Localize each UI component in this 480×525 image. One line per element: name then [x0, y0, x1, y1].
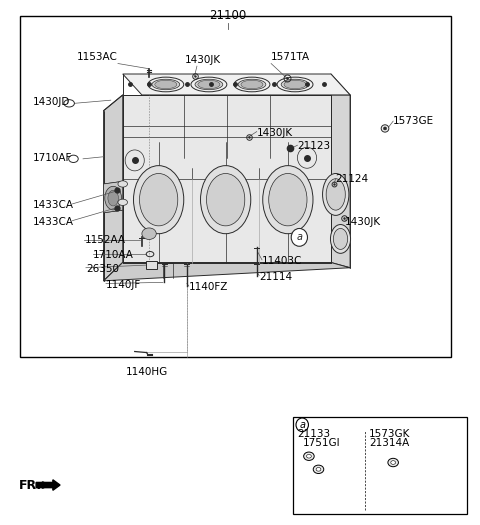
Ellipse shape [118, 181, 128, 187]
Text: 1430JD: 1430JD [33, 97, 71, 107]
Text: 21123: 21123 [298, 141, 331, 151]
Polygon shape [331, 95, 350, 268]
Ellipse shape [304, 452, 314, 460]
Text: 1433CA: 1433CA [33, 201, 74, 211]
Polygon shape [104, 181, 123, 213]
Ellipse shape [238, 79, 266, 90]
Text: 21314A: 21314A [369, 438, 409, 448]
Text: 21100: 21100 [209, 8, 247, 22]
Text: 21114: 21114 [259, 271, 292, 281]
Text: 21133: 21133 [298, 429, 331, 439]
Bar [293, 417, 468, 514]
Ellipse shape [133, 165, 184, 234]
Text: 1152AA: 1152AA [84, 235, 125, 245]
Circle shape [291, 228, 308, 246]
Ellipse shape [323, 173, 349, 215]
Bar [20, 16, 451, 357]
Text: 1140FZ: 1140FZ [189, 282, 228, 292]
Ellipse shape [201, 165, 251, 234]
Ellipse shape [269, 173, 307, 226]
Ellipse shape [391, 460, 396, 464]
Text: FR.: FR. [19, 478, 42, 491]
Ellipse shape [198, 80, 220, 89]
Ellipse shape [326, 178, 345, 210]
Ellipse shape [152, 79, 180, 90]
Ellipse shape [281, 79, 309, 90]
Text: 26350: 26350 [86, 264, 119, 274]
Text: 1430JK: 1430JK [345, 217, 382, 227]
Bar [146, 261, 157, 269]
Text: 1430JK: 1430JK [257, 128, 293, 138]
Ellipse shape [155, 80, 177, 89]
Ellipse shape [388, 458, 398, 467]
Text: 1710AA: 1710AA [93, 250, 134, 260]
Ellipse shape [316, 467, 321, 471]
Text: 1153AC: 1153AC [77, 52, 118, 62]
Polygon shape [123, 95, 331, 262]
Polygon shape [123, 95, 331, 262]
Ellipse shape [108, 190, 119, 206]
Text: 1571TA: 1571TA [271, 52, 310, 62]
Ellipse shape [381, 125, 389, 132]
Ellipse shape [140, 173, 178, 226]
Ellipse shape [206, 173, 245, 226]
Text: 1430JK: 1430JK [185, 55, 221, 65]
Text: 1710AF: 1710AF [33, 153, 72, 163]
Ellipse shape [313, 465, 324, 474]
Text: 1751GI: 1751GI [303, 438, 341, 448]
Polygon shape [104, 262, 350, 281]
Ellipse shape [384, 127, 387, 130]
Ellipse shape [241, 80, 263, 89]
FancyArrow shape [36, 480, 60, 490]
Polygon shape [123, 74, 350, 95]
Text: 1140HG: 1140HG [126, 367, 168, 377]
Text: 1433CA: 1433CA [33, 217, 74, 227]
Ellipse shape [330, 225, 350, 254]
Polygon shape [104, 95, 123, 281]
Text: 1140JF: 1140JF [106, 280, 141, 290]
Circle shape [296, 418, 309, 432]
Ellipse shape [142, 228, 156, 239]
Text: 21124: 21124 [336, 174, 369, 184]
Ellipse shape [118, 199, 128, 205]
Text: a: a [299, 420, 305, 430]
Ellipse shape [284, 80, 306, 89]
Text: a: a [296, 233, 302, 243]
Polygon shape [331, 95, 350, 268]
Ellipse shape [307, 455, 312, 458]
Ellipse shape [195, 79, 223, 90]
Ellipse shape [105, 186, 121, 210]
Ellipse shape [333, 228, 348, 249]
Ellipse shape [263, 165, 313, 234]
Text: 1573GK: 1573GK [369, 429, 410, 439]
Text: 11403C: 11403C [262, 256, 302, 266]
Text: 1573GE: 1573GE [393, 116, 434, 126]
